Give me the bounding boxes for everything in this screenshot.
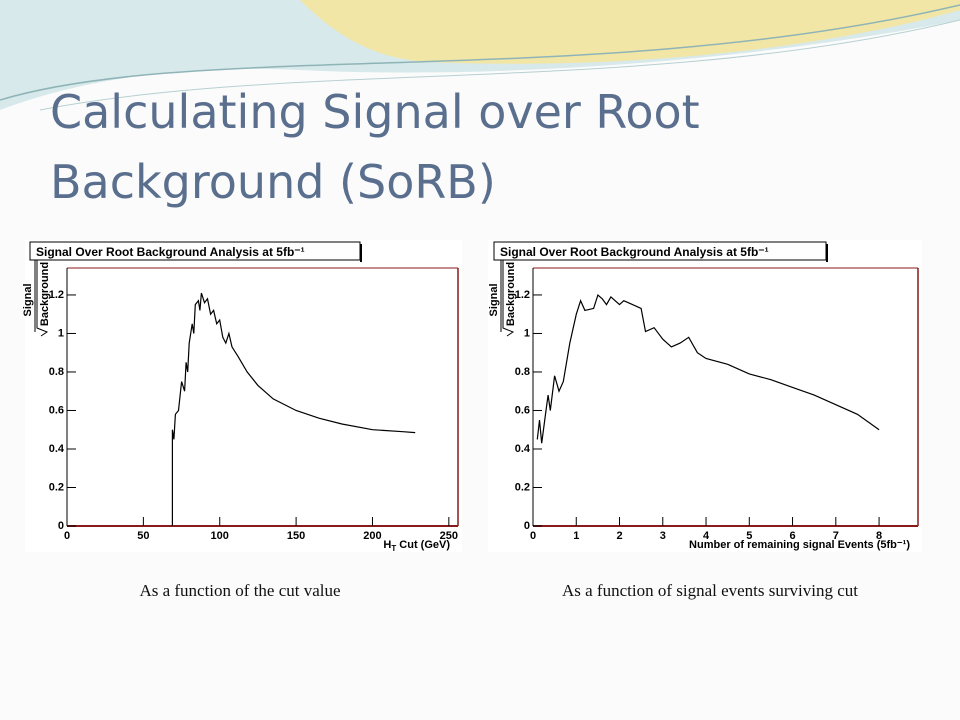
chart-panel bbox=[25, 240, 462, 552]
y-tick-label: 0.2 bbox=[49, 481, 64, 493]
sqrt-sign bbox=[36, 260, 49, 337]
x-tick-label: 1 bbox=[573, 530, 579, 542]
y-tick-label: 0 bbox=[58, 520, 64, 532]
chart-title: Signal Over Root Background Analysis at … bbox=[36, 245, 305, 259]
y-tick-label: 0.2 bbox=[515, 481, 530, 493]
y-tick-label: 0.8 bbox=[515, 366, 530, 378]
x-label-part: T bbox=[391, 544, 396, 553]
y-tick-label: 0 bbox=[524, 520, 530, 532]
x-tick-label: 6 bbox=[789, 530, 795, 542]
y-label-numerator: Signal bbox=[22, 283, 34, 316]
x-tick-label: 2 bbox=[616, 530, 622, 542]
x-label-part: H bbox=[383, 539, 391, 551]
caption: As a function of signal events surviving… bbox=[562, 581, 858, 600]
x-tick-label: 7 bbox=[833, 530, 839, 542]
y-tick-label: 1 bbox=[524, 327, 530, 339]
y-tick-label: 1 bbox=[58, 327, 64, 339]
x-tick-label: 5 bbox=[746, 530, 752, 542]
swoosh-line bbox=[0, 4, 960, 101]
y-tick-label: 1.2 bbox=[49, 289, 64, 301]
chart-title: Signal Over Root Background Analysis at … bbox=[500, 245, 769, 259]
data-line bbox=[171, 292, 416, 526]
y-label-denominator: Background bbox=[505, 262, 517, 326]
x-label: HT Cut (GeV) bbox=[383, 539, 450, 553]
x-tick-label: 3 bbox=[660, 530, 666, 542]
swoosh-line bbox=[39, 19, 960, 111]
x-tick-label: 150 bbox=[287, 530, 305, 542]
x-tick-label: 8 bbox=[876, 530, 882, 542]
x-tick-label: 100 bbox=[211, 530, 229, 542]
x-label-part: Cut (GeV) bbox=[396, 539, 450, 551]
slide-title: Background (SoRB) bbox=[50, 155, 496, 209]
y-tick-label: 0.8 bbox=[49, 366, 64, 378]
y-label: Signal Background bbox=[488, 260, 517, 337]
x-label: Number of remaining signal Events (5fb⁻¹… bbox=[689, 539, 910, 551]
y-label-denominator: Background bbox=[39, 262, 51, 326]
x-tick-label: 200 bbox=[363, 530, 381, 542]
caption: As a function of the cut value bbox=[139, 581, 340, 600]
slide-title: Calculating Signal over Root bbox=[50, 85, 700, 139]
y-tick-label: 0.6 bbox=[515, 404, 530, 416]
swoosh bbox=[300, 0, 960, 64]
y-tick-label: 0.4 bbox=[49, 443, 65, 455]
x-tick-label: 250 bbox=[440, 530, 458, 542]
x-tick-label: 0 bbox=[64, 530, 70, 542]
y-tick-label: 1.2 bbox=[515, 289, 530, 301]
x-tick-label: 50 bbox=[137, 530, 149, 542]
y-tick-label: 0.6 bbox=[49, 404, 64, 416]
y-tick-label: 0.4 bbox=[515, 443, 531, 455]
data-line bbox=[536, 293, 880, 444]
x-tick-label: 0 bbox=[530, 530, 536, 542]
x-tick-label: 4 bbox=[703, 530, 710, 542]
sqrt-sign bbox=[502, 260, 515, 337]
x-label-part: Number of remaining signal Events (5fb⁻¹… bbox=[689, 539, 910, 551]
y-label: Signal Background bbox=[22, 260, 51, 337]
y-label-numerator: Signal bbox=[488, 283, 500, 316]
chart-panel bbox=[488, 240, 922, 552]
